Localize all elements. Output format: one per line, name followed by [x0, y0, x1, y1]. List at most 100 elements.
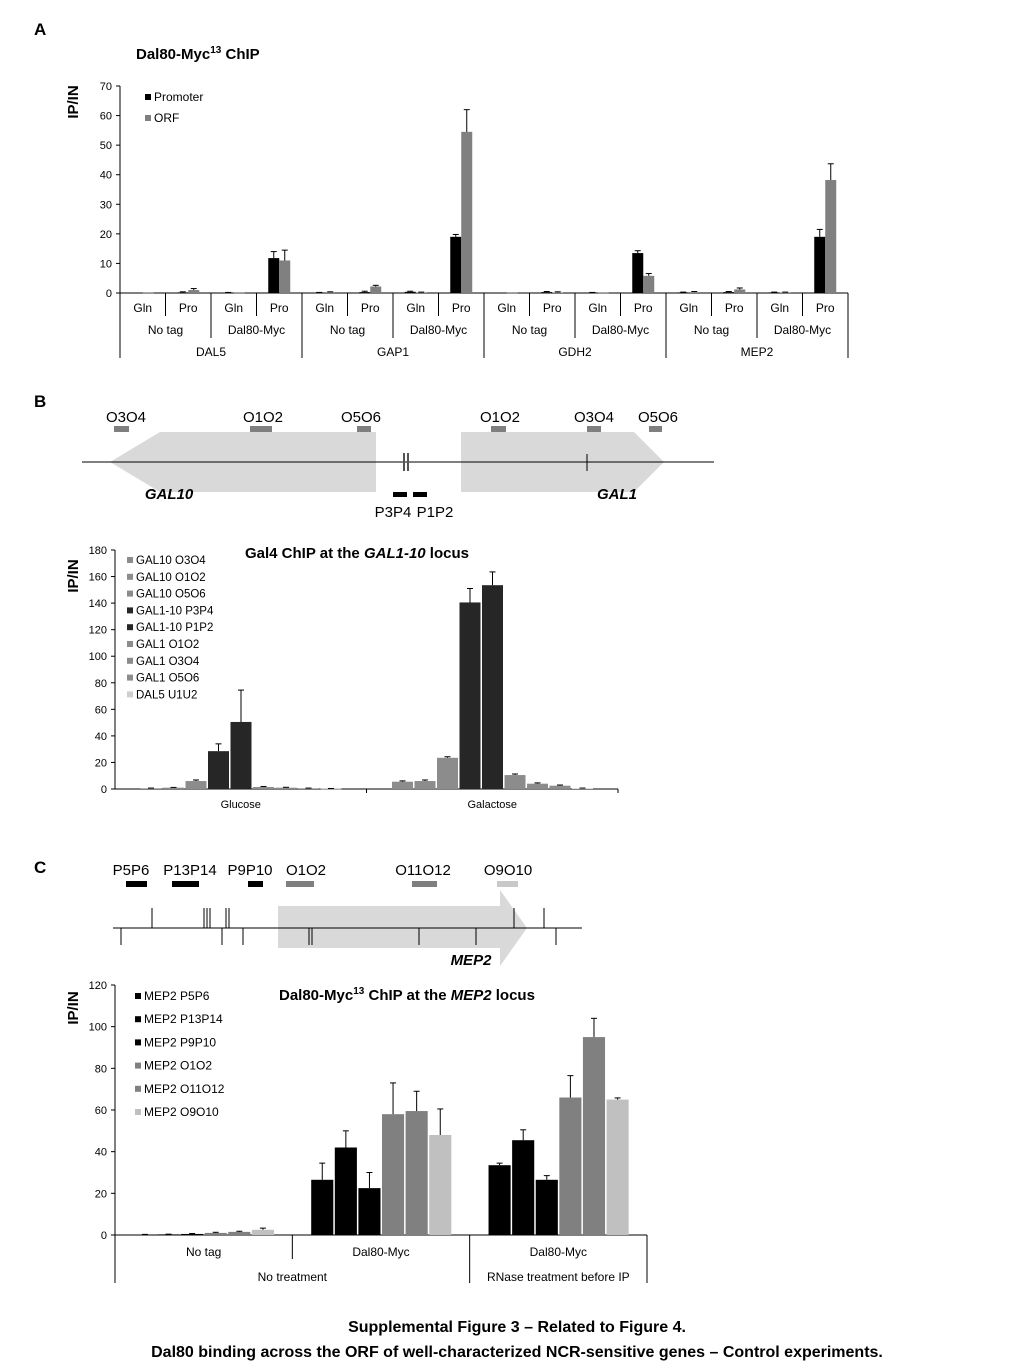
chart-a-title: Dal80-Myc13 ChIP	[136, 45, 260, 63]
site-label: P13P14	[163, 862, 216, 879]
caption-title: Supplemental Figure 3 – Related to Figur…	[348, 1319, 686, 1336]
bar	[188, 290, 200, 293]
bar	[461, 131, 473, 293]
y-tick-label: 70	[100, 81, 112, 93]
x-group-label: RNase treatment before IP	[487, 1270, 630, 1284]
bar	[549, 785, 571, 789]
x-group-label: No tag	[148, 323, 183, 337]
bar	[450, 236, 462, 293]
legend-swatch	[127, 657, 133, 664]
y-tick-label: 60	[95, 1105, 107, 1117]
y-tick-label: 20	[95, 757, 107, 769]
site-label: P5P6	[113, 862, 150, 879]
legend-swatch	[145, 94, 151, 100]
bar	[181, 1233, 204, 1235]
bar	[405, 1111, 428, 1235]
site-bar	[412, 881, 437, 887]
y-tick-label: 0	[101, 1230, 107, 1242]
gene-label-mep2: MEP2	[451, 952, 493, 969]
legend-swatch	[127, 557, 133, 563]
site-label: O1O2	[243, 409, 283, 426]
site-bar	[250, 426, 272, 432]
site-bar	[491, 426, 506, 432]
chart-b-title: Gal4 ChIP at the GAL1-10 locus	[245, 545, 469, 562]
bar	[222, 292, 234, 294]
bar	[586, 292, 598, 294]
legend-label: GAL1 O3O4	[136, 656, 200, 668]
bar	[814, 236, 826, 293]
site-label: O3O4	[106, 409, 146, 426]
bar	[504, 775, 526, 789]
x-tick-label: Gln	[588, 301, 607, 315]
legend-swatch	[127, 674, 133, 681]
primer-bar	[413, 492, 427, 497]
site-label: O3O4	[574, 409, 614, 426]
y-tick-label: 10	[100, 258, 112, 270]
x-tick-label: Pro	[361, 301, 380, 315]
gene-label-gal10: GAL10	[145, 486, 194, 503]
y-tick-label: 60	[95, 704, 107, 716]
chart-a-ylabel: IP/IN	[65, 85, 82, 118]
bar	[133, 1234, 156, 1236]
legend-label: DAL5 U1U2	[136, 689, 197, 701]
legend-label: MEP2 O11O12	[144, 1082, 225, 1096]
x-tick-label: Gln	[224, 301, 243, 315]
site-label: O5O6	[638, 409, 678, 426]
bar	[559, 1097, 582, 1235]
bar	[204, 1232, 227, 1235]
x-tick-label: Glucose	[221, 799, 261, 811]
bar	[163, 787, 184, 789]
site-label: O9O10	[484, 862, 532, 879]
x-tick-label: Dal80-Myc	[530, 1245, 587, 1259]
bar	[527, 783, 548, 789]
bar	[358, 1188, 381, 1235]
x-tick-label: Gln	[315, 301, 334, 315]
site-label: O1O2	[480, 409, 520, 426]
x-tick-label: No tag	[186, 1245, 221, 1259]
bar	[495, 292, 507, 294]
panel-label-a: A	[34, 20, 46, 39]
y-tick-label: 50	[100, 140, 112, 152]
site-bar	[357, 426, 371, 432]
bar	[779, 292, 791, 293]
gal-locus-map: O3O4 O1O2 O5O6 O1O2 O3O4 O5O6 P3P4 P1P2 …	[82, 409, 714, 521]
legend-swatch	[127, 573, 133, 580]
y-tick-label: 100	[89, 1022, 107, 1034]
y-tick-label: 60	[100, 111, 112, 123]
bar	[723, 292, 735, 293]
bar	[606, 1099, 629, 1235]
x-gene-label: MEP2	[741, 345, 774, 359]
bar	[459, 602, 481, 789]
y-tick-label: 100	[89, 651, 107, 663]
bar	[415, 292, 427, 293]
bar	[482, 585, 503, 789]
legend-label: MEP2 P13P14	[144, 1012, 223, 1026]
bar	[275, 787, 297, 789]
legend-label: ORF	[154, 111, 179, 125]
legend-swatch	[127, 624, 133, 631]
bar	[233, 292, 245, 294]
bar	[228, 1231, 251, 1235]
site-label: O5O6	[341, 409, 381, 426]
legend-label: Promoter	[154, 90, 203, 104]
chart-a: 0 10 20 30 40 50 60 70 Gln Pro Gln Pro Gln Pro Gln Pro G…	[100, 81, 849, 359]
bar	[392, 781, 413, 789]
legend-swatch	[145, 115, 151, 121]
y-tick-label: 180	[89, 545, 107, 557]
legend-swatch	[135, 1062, 141, 1069]
x-tick-label: Pro	[725, 301, 744, 315]
site-bar	[649, 426, 662, 432]
chart-c-title: Dal80-Myc13 ChIP at the MEP2 locus	[279, 986, 535, 1004]
bar	[825, 180, 837, 293]
x-group-label: Dal80-Myc	[228, 323, 285, 337]
site-bar	[587, 426, 601, 432]
bar	[535, 1179, 558, 1235]
x-group-label: No treatment	[258, 1270, 328, 1284]
bar	[279, 260, 291, 293]
bar	[313, 292, 325, 294]
legend-swatch	[135, 993, 141, 999]
bar	[429, 1135, 452, 1235]
y-tick-label: 30	[100, 199, 112, 211]
bar	[414, 781, 436, 789]
